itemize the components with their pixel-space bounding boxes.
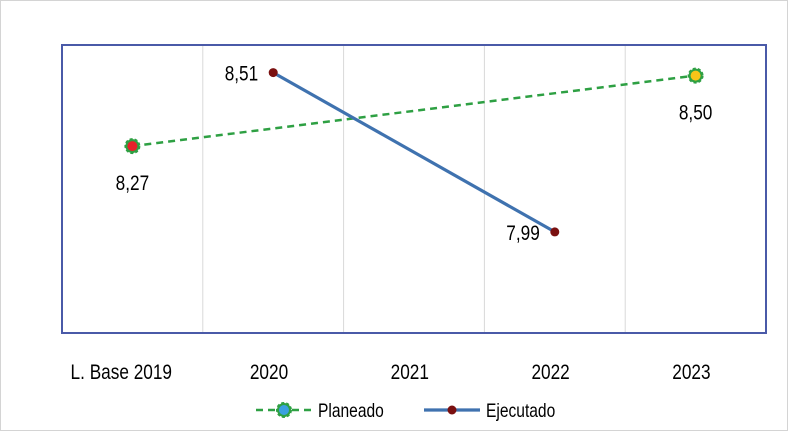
x-tick-label: 2021 bbox=[391, 362, 429, 385]
data-label: 8,50 bbox=[679, 102, 713, 125]
data-label: 7,99 bbox=[506, 222, 540, 245]
series-layer bbox=[124, 67, 704, 237]
data-point-marker bbox=[268, 68, 278, 78]
legend-entry-planeado: Planeado bbox=[256, 400, 384, 422]
x-tick-label: 2023 bbox=[672, 362, 710, 385]
data-point-marker bbox=[550, 227, 560, 237]
x-tick-label: 2022 bbox=[531, 362, 569, 385]
x-tick-label: L. Base 2019 bbox=[71, 362, 172, 385]
x-tick-label: 2020 bbox=[250, 362, 288, 385]
data-labels: 8,27 8,50 8,51 7,99 bbox=[116, 63, 713, 245]
x-axis-ticks: L. Base 2019 2020 2021 2022 2023 bbox=[71, 362, 711, 385]
data-label: 8,51 bbox=[225, 63, 259, 86]
series-line-planeado bbox=[132, 74, 696, 148]
legend-marker-center bbox=[279, 405, 289, 415]
data-point-marker-center bbox=[127, 141, 138, 152]
legend-entry-ejecutado: Ejecutado bbox=[424, 400, 555, 422]
legend: Planeado Ejecutado bbox=[256, 400, 555, 422]
legend-label: Planeado bbox=[318, 400, 384, 422]
plot-area-border bbox=[61, 44, 767, 334]
data-label: 8,27 bbox=[116, 173, 150, 196]
series-line-ejecutado bbox=[272, 71, 556, 234]
legend-marker bbox=[447, 405, 457, 415]
legend-label: Ejecutado bbox=[486, 400, 555, 422]
data-point-marker-center bbox=[690, 70, 701, 81]
gridlines bbox=[202, 45, 626, 333]
